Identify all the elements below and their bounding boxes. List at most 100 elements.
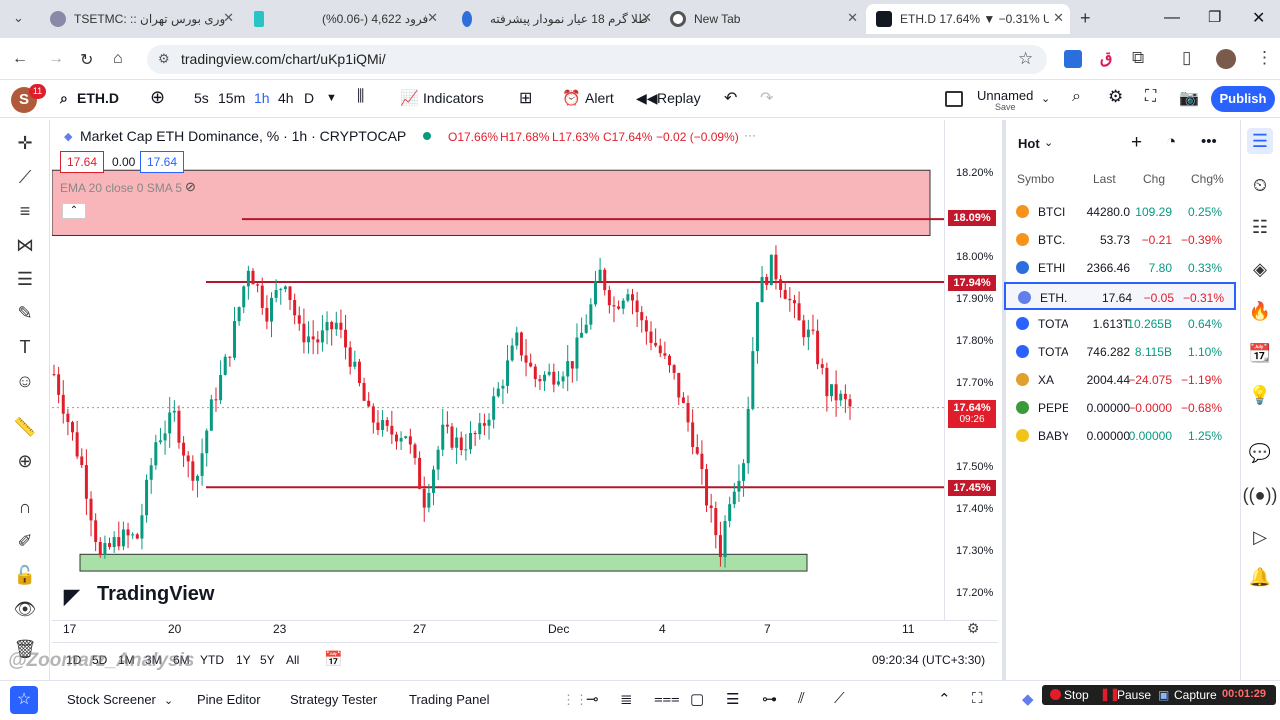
tab-stock-screener[interactable]: Stock Screener <box>67 692 156 707</box>
column-chg[interactable]: Chg <box>1143 172 1166 186</box>
chat-icon[interactable]: 💬 <box>1248 442 1272 463</box>
watchlist-row[interactable]: BABY 0.00000 0.00000 1.25% <box>1004 422 1236 450</box>
watchlist-row[interactable]: XA 2004.44 −24.075 −1.19% <box>1004 366 1236 394</box>
watchlist-name[interactable]: Hot <box>1018 136 1040 151</box>
settings-gear-icon[interactable]: ⚙ <box>1108 87 1124 106</box>
url-text[interactable]: tradingview.com/chart/uKp1iQMi/ <box>181 51 386 67</box>
range-1m[interactable]: 1M <box>118 653 135 667</box>
ray-tool-icon[interactable]: ⊶ <box>762 691 777 708</box>
range-ytd[interactable]: YTD <box>200 653 224 667</box>
recorder-pause[interactable]: Pause <box>1117 688 1152 702</box>
column-chgp[interactable]: Chg% <box>1191 172 1224 186</box>
side-panel-icon[interactable]: ▯ <box>1182 48 1192 67</box>
recorder-capture[interactable]: Capture <box>1174 688 1217 702</box>
candles-icon[interactable]: ⫼ <box>357 88 365 105</box>
close-icon[interactable]: ✕ <box>847 10 858 25</box>
close-icon[interactable]: ✕ <box>641 10 652 25</box>
watch-symbol[interactable]: TOTA <box>1038 345 1068 359</box>
close-icon[interactable]: ✕ <box>427 10 438 25</box>
interval-4h[interactable]: 4h <box>278 90 294 106</box>
translate-icon[interactable] <box>1064 50 1082 68</box>
fib-icon[interactable]: ☰ <box>16 268 34 289</box>
capture-icon[interactable]: ▣ <box>1158 688 1170 702</box>
ruler-icon[interactable]: 📏 <box>13 416 37 437</box>
templates-icon[interactable]: ⊞ <box>519 90 533 107</box>
chevron-down-icon[interactable]: ⌄ <box>164 695 174 707</box>
snapshot-camera-icon[interactable]: 📷 <box>1179 90 1199 107</box>
watch-symbol[interactable]: BTCI <box>1038 205 1066 219</box>
watch-symbol[interactable]: XA <box>1038 373 1055 387</box>
chevron-down-icon[interactable]: ⌄ <box>1041 93 1051 105</box>
close-icon[interactable]: ✕ <box>1049 10 1064 26</box>
fullscreen-icon[interactable]: ⛶ <box>1145 88 1157 105</box>
layout-name[interactable]: Unnamed <box>977 88 1034 103</box>
layout-save-label[interactable]: Save <box>995 102 1016 112</box>
range-3m[interactable]: 3M <box>145 653 162 667</box>
price-chart[interactable] <box>52 120 998 640</box>
user-avatar[interactable]: S <box>11 87 37 113</box>
path-tool-icon[interactable]: ⫽ <box>798 690 805 707</box>
chevron-down-icon[interactable]: ⌄ <box>1044 137 1054 149</box>
play-icon[interactable]: ▷ <box>1253 526 1267 547</box>
watchlist-row[interactable]: BTCI 44280.0 109.29 0.25% <box>1004 198 1236 226</box>
site-info-icon[interactable]: ⚙ <box>158 51 170 66</box>
recorder-stop[interactable]: Stop <box>1064 688 1089 702</box>
column-symbol[interactable]: Symbo <box>1017 172 1055 186</box>
price-axis[interactable] <box>944 120 1000 620</box>
text-icon[interactable]: T <box>19 336 31 357</box>
layers-icon[interactable]: ◈ <box>1253 258 1267 279</box>
hidden-eye-icon[interactable]: ⊘ <box>185 179 196 194</box>
lock-icon[interactable]: 🔓 <box>13 564 37 585</box>
watch-symbol[interactable]: ETHI <box>1038 261 1066 275</box>
range-6m[interactable]: 6M <box>173 653 190 667</box>
favorites-star-icon[interactable]: ☆ <box>10 686 38 714</box>
quick-search-icon[interactable]: ⌕ <box>1072 88 1081 105</box>
stop-icon[interactable] <box>1050 689 1061 700</box>
watchlist-row[interactable]: BTC. 53.73 −0.21 −0.39% <box>1004 226 1236 254</box>
collapse-legend-icon[interactable]: ⌃ <box>62 203 86 219</box>
collapse-panel-icon[interactable]: ⌃ <box>938 691 951 708</box>
menu-icon[interactable]: ⋮ <box>1256 48 1273 67</box>
back-icon[interactable]: ← <box>12 50 28 67</box>
compare-add-icon[interactable]: ⊕ <box>150 87 166 107</box>
extension-icon[interactable]: ق <box>1100 50 1113 67</box>
rectangle-tool-icon[interactable]: ▢ <box>690 691 705 708</box>
close-window-button[interactable]: ✕ <box>1252 10 1266 27</box>
tab-pine-editor[interactable]: Pine Editor <box>197 692 261 707</box>
indicators-button[interactable]: Indicators <box>423 90 484 106</box>
extensions-puzzle-icon[interactable]: ⧉ <box>1132 48 1145 67</box>
watch-symbol[interactable]: TOTA <box>1038 317 1068 331</box>
drag-handle-icon[interactable]: ⋮⋮ <box>562 692 588 707</box>
url-field[interactable] <box>147 45 1047 74</box>
interval-5s[interactable]: 5s <box>194 90 209 106</box>
hotlist-flame-icon[interactable]: 🔥 <box>1248 300 1272 321</box>
watch-symbol[interactable]: PEPE <box>1038 401 1068 415</box>
chart-title[interactable]: Market Cap ETH Dominance, % · 1h · CRYPT… <box>80 128 407 144</box>
sell-price-box[interactable]: 17.64 <box>60 151 104 173</box>
notifications-bell-icon[interactable]: 🔔 <box>1248 566 1272 587</box>
undo-icon[interactable]: ↶ <box>724 90 738 107</box>
trash-icon[interactable]: 🗑 <box>13 638 37 659</box>
watch-symbol[interactable]: ETH. <box>1040 291 1068 305</box>
fib-tool-icon[interactable]: ≣ <box>620 691 633 708</box>
date-range-calendar-icon[interactable]: 📅 <box>324 651 343 668</box>
magnet-icon[interactable]: ∩ <box>18 496 32 517</box>
publish-button[interactable]: Publish <box>1211 86 1275 112</box>
pause-icon[interactable]: ❚❚ <box>1100 687 1121 701</box>
watchlist-row[interactable]: ETH. 17.64 −0.05 −0.31% <box>1004 282 1236 310</box>
indicators-icon[interactable]: 📈 <box>400 90 419 107</box>
watchlist-row[interactable]: TOTA 1.613T 10.265B 0.64% <box>1004 310 1236 338</box>
eye-icon[interactable]: 👁 <box>13 598 37 619</box>
ema-indicator-label[interactable]: EMA 20 close 0 SMA 5 <box>60 181 183 195</box>
add-symbol-icon[interactable]: + <box>1131 132 1143 153</box>
clock-timezone[interactable]: 09:20:34 (UTC+3:30) <box>872 653 986 667</box>
pattern-icon[interactable]: ⋈ <box>16 234 34 255</box>
alarm-clock-icon[interactable]: ⏰ <box>562 90 581 107</box>
interval-15m[interactable]: 15m <box>218 90 246 106</box>
watch-symbol[interactable]: BTC. <box>1038 233 1066 247</box>
streams-icon[interactable]: ((●)) <box>1242 484 1278 505</box>
forward-icon[interactable]: → <box>48 50 64 67</box>
layout-checkbox-icon[interactable] <box>945 91 963 107</box>
replay-icon[interactable]: ◀◀ <box>636 90 658 106</box>
bookmark-star-icon[interactable]: ☆ <box>1018 49 1034 68</box>
